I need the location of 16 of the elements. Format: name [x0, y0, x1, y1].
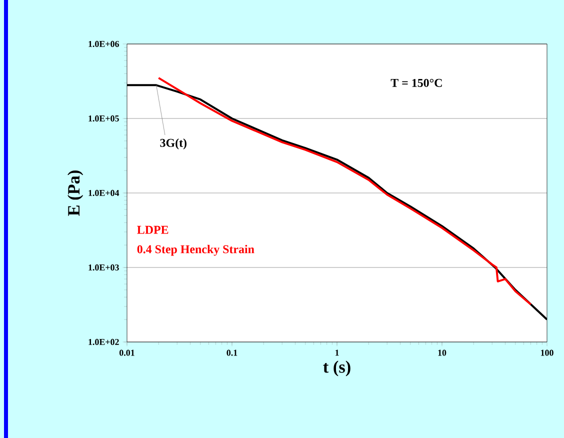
x-tick-label: 100 — [541, 350, 554, 356]
text: LDPE — [137, 226, 168, 234]
y-tick-label: 1.0E+04 — [88, 190, 120, 196]
y-tick-label: 1.0E+05 — [88, 115, 119, 122]
annotation: T = 150°C — [390, 78, 442, 87]
x-tick-label: 0.01 — [120, 350, 134, 356]
text: 3G(t) — [160, 138, 186, 150]
y-tick-label: 1.0E+06 — [88, 40, 119, 48]
x-tick-label: 0.1 — [226, 350, 238, 356]
y-tick-label: 1.0E+03 — [88, 264, 119, 271]
x-tick-label: 10 — [438, 350, 446, 356]
annotation: 0.4 Step Hencky Strain — [137, 244, 254, 256]
x-tick-label: 1 — [335, 350, 339, 356]
y-axis-title: E (Pa) — [68, 170, 84, 216]
x-axis-title: t (s) — [323, 360, 350, 376]
y-tick-label: 1.0E+02 — [88, 338, 119, 346]
